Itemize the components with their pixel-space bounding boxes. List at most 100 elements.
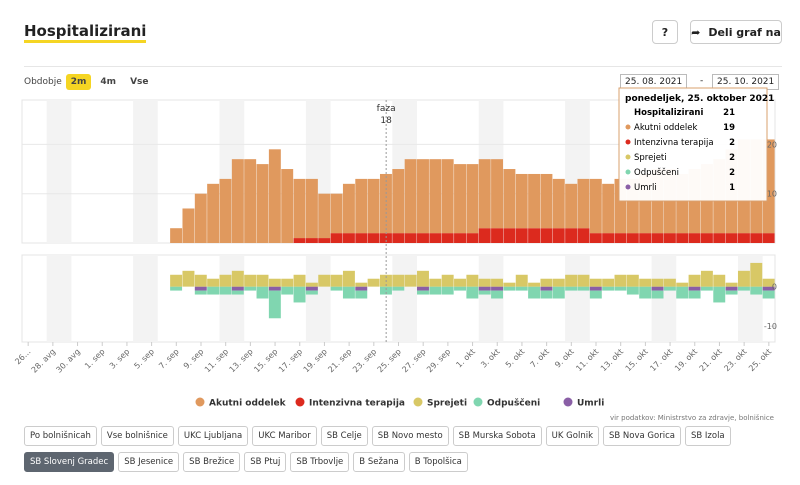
hospital-button[interactable]: Vse bolnišnice: [100, 426, 174, 446]
bar: [663, 278, 676, 287]
hospital-button[interactable]: SB Jesenice: [118, 452, 180, 472]
bar: [491, 286, 504, 291]
bar: [503, 169, 516, 229]
hospital-button[interactable]: UKC Maribor: [252, 426, 317, 446]
bar: [602, 278, 615, 287]
hospital-button[interactable]: SB Izola: [684, 426, 731, 446]
hospital-button[interactable]: B Topolšica: [408, 452, 468, 472]
x-tick-label: 3. sep: [108, 347, 132, 371]
bar: [441, 274, 454, 287]
phase-number: 18: [380, 116, 392, 126]
bar: [700, 270, 713, 287]
bar: [194, 193, 207, 243]
bar: [565, 286, 578, 291]
bar: [762, 290, 775, 299]
tooltip-swatch: [625, 184, 631, 190]
bar: [244, 159, 257, 243]
hospital-button[interactable]: SB Murska Sobota: [452, 426, 542, 446]
legend-label: Odpuščeni: [487, 398, 540, 409]
bar: [268, 286, 281, 291]
bar: [552, 278, 565, 287]
hospital-button[interactable]: B Sežana: [353, 452, 405, 472]
hospital-button[interactable]: SB Novo mesto: [371, 426, 449, 446]
hospital-button[interactable]: SB Trbovlje: [290, 452, 350, 472]
bar: [589, 178, 602, 234]
tooltip-value: 21: [723, 108, 735, 118]
bar: [713, 286, 726, 303]
bar: [305, 178, 318, 239]
weekend-band: [565, 255, 590, 342]
hospital-button[interactable]: SB Celje: [320, 426, 368, 446]
bar: [602, 286, 615, 291]
bar: [725, 233, 738, 243]
bar: [466, 274, 479, 287]
tooltip-value: 2: [729, 153, 735, 163]
bar: [367, 178, 380, 234]
tooltip-title: ponedeljek, 25. oktober 2021: [625, 94, 774, 104]
divider: [24, 66, 782, 67]
bar: [182, 208, 195, 243]
x-tick-label: 11. okt: [574, 347, 600, 373]
tooltip-label: Umrli: [634, 183, 657, 193]
x-tick-label: 21. okt: [698, 347, 724, 373]
bar: [244, 286, 257, 291]
y-tick-label: 20: [767, 140, 777, 149]
bar: [750, 286, 763, 295]
bar: [676, 233, 689, 243]
bar: [651, 286, 664, 291]
hospital-button[interactable]: SB Slovenj Gradec: [24, 452, 115, 472]
y-tick-label: 10: [767, 190, 777, 199]
bar: [194, 286, 207, 291]
bar: [737, 286, 750, 291]
bar: [194, 290, 207, 295]
bar: [713, 233, 726, 243]
bar: [256, 274, 269, 287]
bar: [478, 290, 491, 295]
hospital-button[interactable]: UKC Ljubljana: [177, 426, 249, 446]
hospital-button[interactable]: UK Golnik: [545, 426, 599, 446]
x-tick-label: 9. okt: [553, 347, 576, 370]
hospital-button[interactable]: SB Brežice: [183, 452, 241, 472]
bar: [330, 193, 343, 234]
period-option[interactable]: 4m: [100, 77, 117, 87]
bar: [305, 282, 318, 287]
bar: [565, 274, 578, 287]
x-tick-label: 25. sep: [376, 347, 403, 374]
bar: [515, 228, 528, 243]
bar: [170, 286, 183, 291]
bar: [577, 178, 590, 229]
bar: [355, 282, 368, 287]
bar: [454, 286, 466, 291]
bar: [762, 139, 775, 234]
x-tick-label: 5. okt: [504, 347, 527, 370]
tooltip-swatch: [625, 154, 631, 160]
bar: [762, 278, 775, 287]
bar: [429, 233, 442, 243]
period-controls: Obdobje 2m 4m Vse: [24, 74, 154, 90]
help-button[interactable]: ?: [652, 20, 678, 44]
hospital-button[interactable]: SB Nova Gorica: [603, 426, 681, 446]
bar: [429, 159, 442, 234]
bar: [552, 228, 565, 243]
period-option[interactable]: Vse: [130, 77, 149, 87]
hospital-button[interactable]: Po bolnišnicah: [24, 426, 97, 446]
bar: [330, 286, 343, 291]
bar: [528, 228, 541, 243]
bar: [342, 270, 355, 287]
hospital-button[interactable]: SB Ptuj: [244, 452, 287, 472]
share-button[interactable]: ➦ Deli graf na: [690, 20, 782, 44]
bar: [256, 286, 269, 299]
bar: [404, 274, 417, 287]
bar: [651, 233, 664, 243]
bar: [602, 233, 615, 243]
bar: [515, 286, 528, 291]
bar: [355, 290, 368, 299]
tooltip-value: 2: [729, 138, 735, 148]
x-tick-label: 15. sep: [252, 347, 279, 374]
period-option[interactable]: 2m: [65, 74, 92, 90]
y-tick-label: 0: [772, 283, 777, 292]
x-tick-label: 21. sep: [326, 347, 353, 374]
bar: [589, 286, 602, 291]
x-tick-label: 28. avg: [30, 347, 58, 375]
